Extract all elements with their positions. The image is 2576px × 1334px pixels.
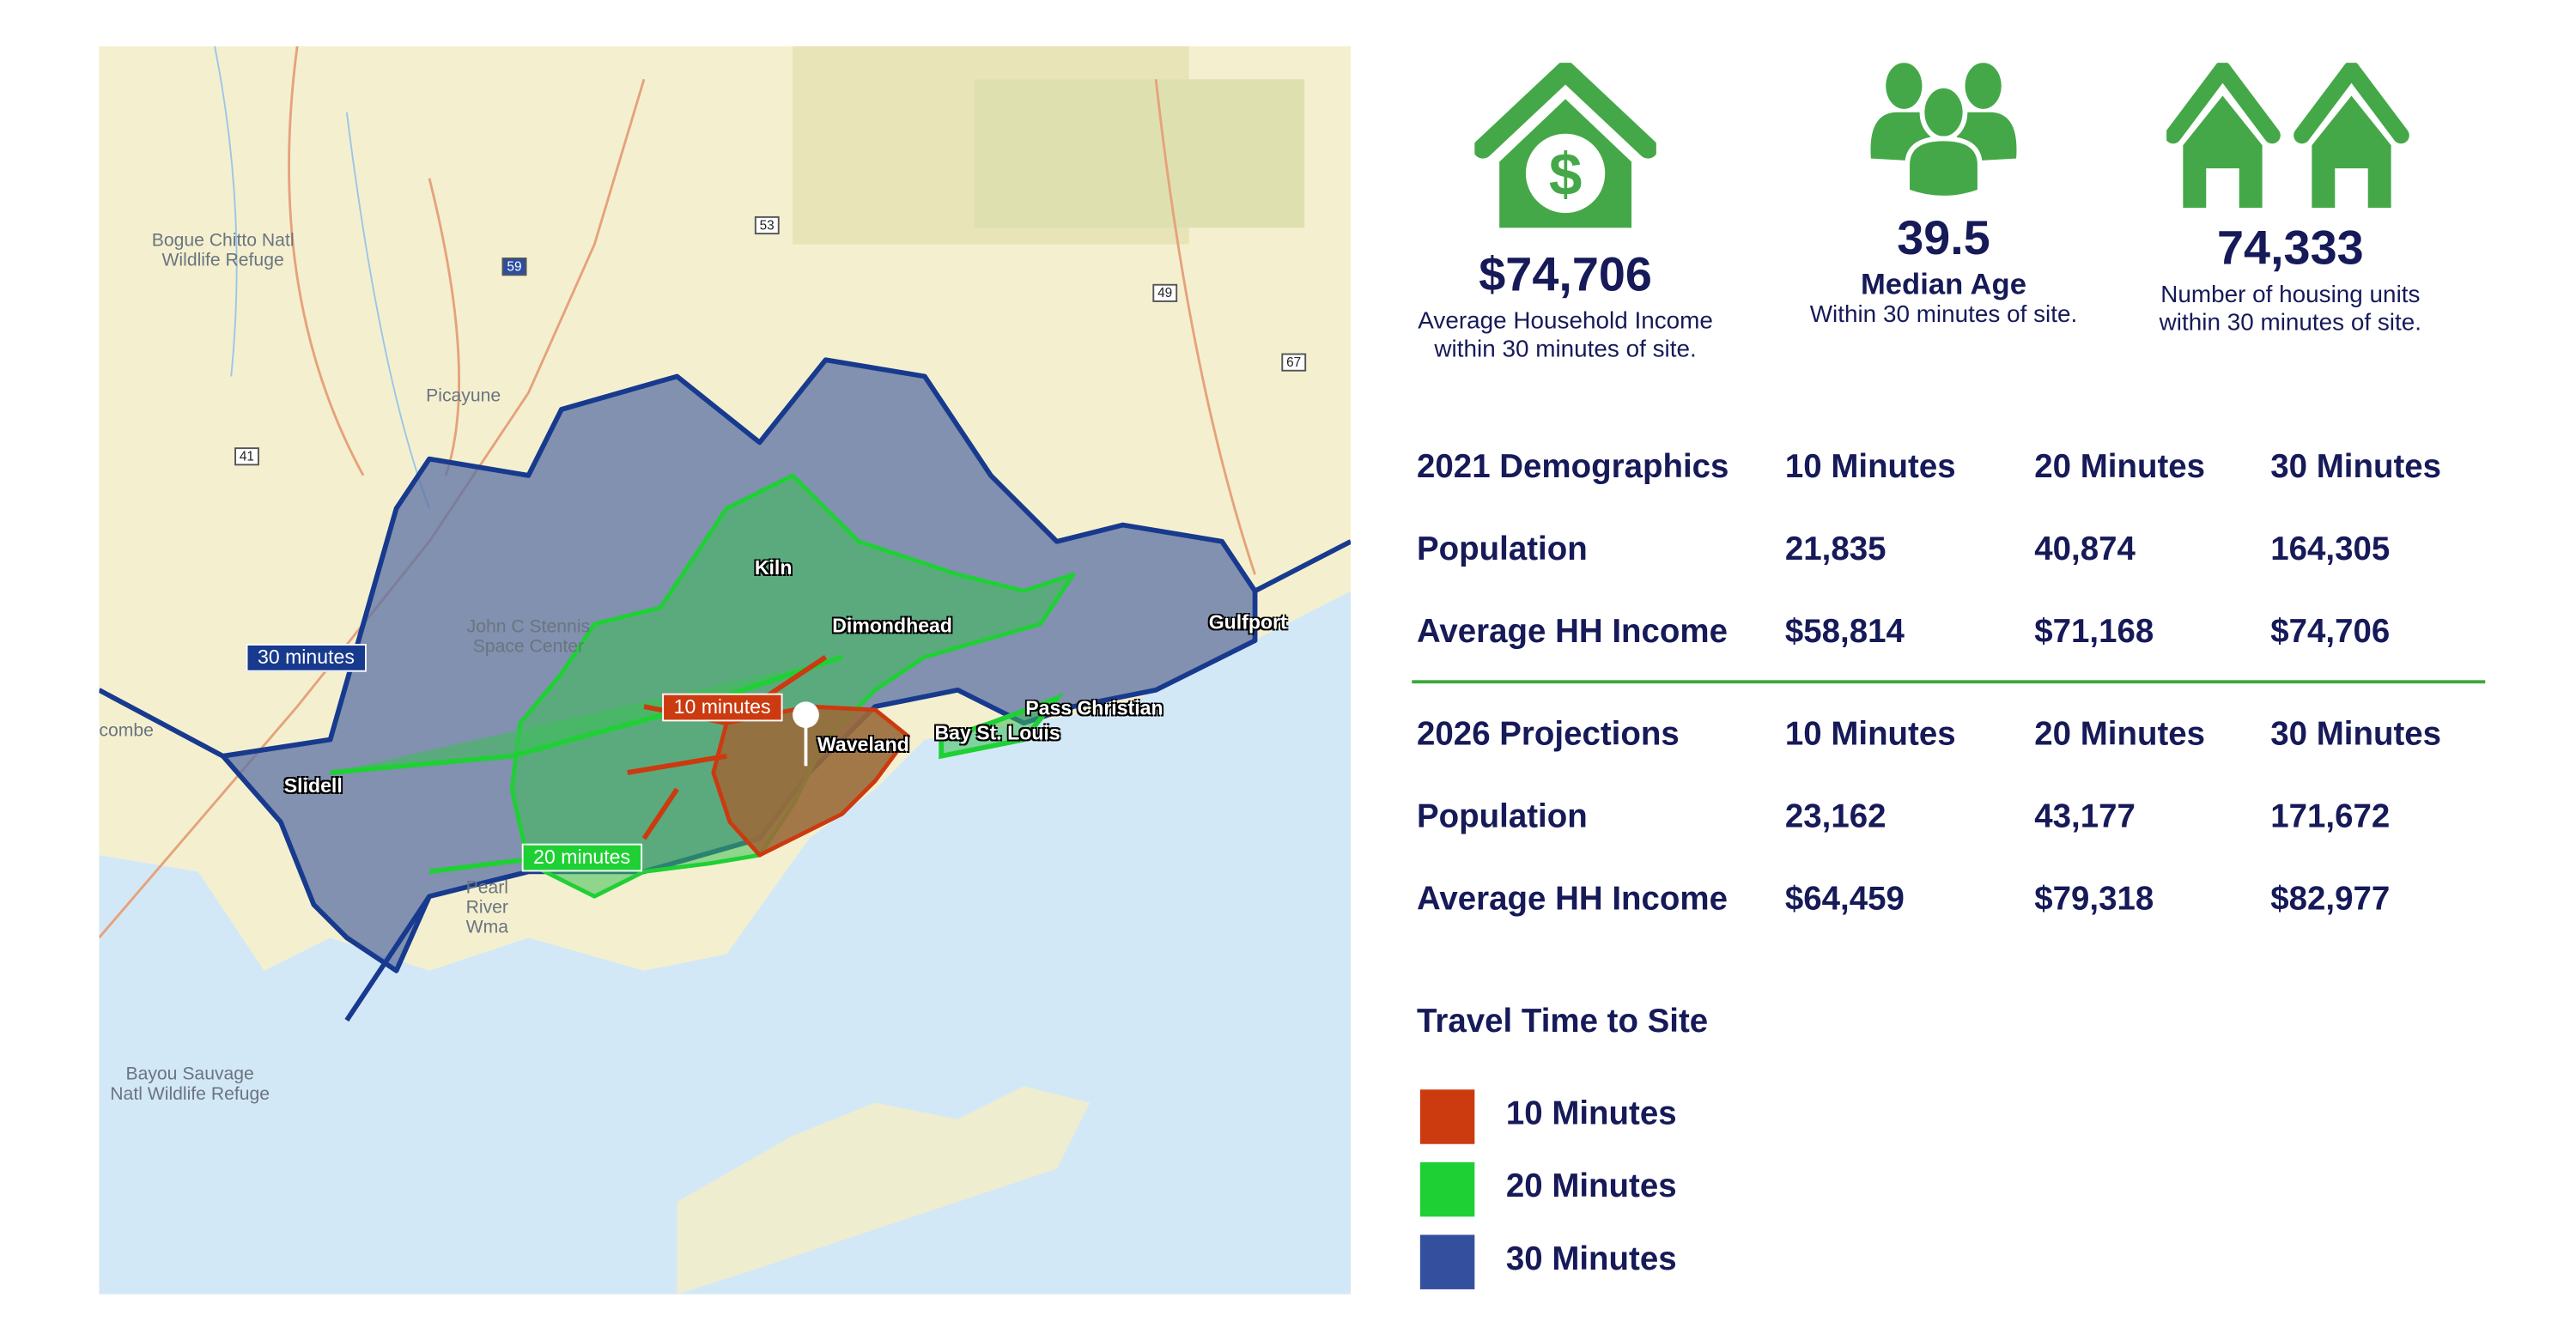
travel-time-map[interactable]: Bogue Chitto Natl Wildlife Refuge Picayu… xyxy=(99,45,1352,1295)
header-cell: 2021 Demographics xyxy=(1417,449,1729,486)
road-49 xyxy=(1154,79,1256,575)
cell: 23,162 xyxy=(1784,798,1886,836)
header-cell: 2026 Projections xyxy=(1417,716,1680,753)
route-shield: 49 xyxy=(1152,283,1177,302)
cell: $64,459 xyxy=(1784,881,1905,919)
city-label: Slidell xyxy=(283,773,343,797)
forest-area xyxy=(974,79,1305,228)
cell: 21,835 xyxy=(1784,531,1886,568)
legend-title: Travel Time to Site xyxy=(1417,1004,1709,1040)
city-label: Kiln xyxy=(754,556,793,580)
legend-swatch xyxy=(1419,1089,1475,1144)
cell: $71,168 xyxy=(2034,614,2154,651)
stat-household-income: $ $74,706 Average Household Income withi… xyxy=(1400,57,1731,365)
header-cell: 10 Minutes xyxy=(1784,716,1956,753)
header-cell: 30 Minutes xyxy=(2270,716,2442,753)
tag-10-minutes: 10 minutes xyxy=(662,693,782,722)
place-label: John C Stennis Space Center xyxy=(466,617,591,658)
city-label: Dimondhead xyxy=(832,614,952,638)
island xyxy=(677,1086,1091,1295)
stat-housing-units: 74,333 Number of housing units within 30… xyxy=(2125,61,2456,338)
interstate-shield: 59 xyxy=(501,258,527,276)
cell: 43,177 xyxy=(2034,798,2136,836)
city-label: Gulfport xyxy=(1208,610,1287,634)
house-dollar-icon: $ xyxy=(1473,57,1658,228)
stat-label: Median Age xyxy=(1860,267,2026,301)
legend-swatch xyxy=(1419,1234,1475,1289)
cell: $58,814 xyxy=(1784,614,1905,651)
place-label: Bayou Sauvage Natl Wildlife Refuge xyxy=(110,1064,270,1105)
cell: 40,874 xyxy=(2034,531,2136,568)
row-label: Population xyxy=(1417,531,1588,568)
header-cell: 10 Minutes xyxy=(1784,449,1956,486)
stat-value: 74,333 xyxy=(2217,222,2364,276)
stat-label: within 30 minutes of site. xyxy=(2159,310,2422,337)
row-label: Population xyxy=(1417,798,1588,836)
city-label: Pass Christian xyxy=(1025,696,1163,720)
site-pin-icon[interactable] xyxy=(793,701,819,729)
isochrone-10-minutes[interactable] xyxy=(711,704,911,858)
people-group-icon xyxy=(1870,63,2017,201)
route-shield: 41 xyxy=(234,447,259,466)
legend-swatch xyxy=(1419,1161,1475,1217)
cell: 171,672 xyxy=(2270,798,2391,836)
stat-label: Average Household Income xyxy=(1418,308,1713,336)
row-label: Average HH Income xyxy=(1417,881,1728,919)
legend-label: 10 Minutes xyxy=(1505,1095,1677,1133)
stat-label: within 30 minutes of site. xyxy=(1434,337,1697,364)
tag-20-minutes: 20 minutes xyxy=(521,843,642,872)
tag-30-minutes: 30 minutes xyxy=(246,644,367,672)
stat-label: Within 30 minutes of site. xyxy=(1809,301,2078,329)
route-shield: 53 xyxy=(754,215,780,235)
header-cell: 20 Minutes xyxy=(2034,449,2206,486)
stat-median-age: 39.5 Median Age Within 30 minutes of sit… xyxy=(1778,63,2109,330)
legend-label: 30 Minutes xyxy=(1505,1241,1677,1278)
place-label: Pearl River Wma xyxy=(465,878,509,938)
map-graphic xyxy=(99,45,1352,1295)
header-cell: 30 Minutes xyxy=(2270,449,2442,486)
city-label: Waveland xyxy=(817,732,909,756)
two-houses-icon xyxy=(2165,61,2409,209)
cell: $79,318 xyxy=(2034,881,2154,919)
cell: 164,305 xyxy=(2270,531,2391,568)
route-shield: 67 xyxy=(1281,353,1306,372)
stat-value: 39.5 xyxy=(1897,213,1990,266)
stat-label: Number of housing units xyxy=(2160,282,2421,309)
place-label: Bogue Chitto Natl Wildlife Refuge xyxy=(151,231,295,271)
row-label: Average HH Income xyxy=(1417,614,1728,651)
cell: $74,706 xyxy=(2270,614,2391,651)
city-label: Bay St. Louis xyxy=(934,721,1060,745)
stat-value: $74,706 xyxy=(1479,249,1652,302)
cell: $82,977 xyxy=(2270,881,2391,919)
rivers xyxy=(214,45,430,509)
legend-label: 20 Minutes xyxy=(1505,1168,1677,1205)
place-label: Picayune xyxy=(426,386,501,407)
header-cell: 20 Minutes xyxy=(2034,716,2206,753)
highway-30-extent xyxy=(99,539,1352,1022)
svg-text:$: $ xyxy=(1549,141,1583,208)
section-divider xyxy=(1412,680,2486,684)
place-label: combe xyxy=(99,721,154,742)
